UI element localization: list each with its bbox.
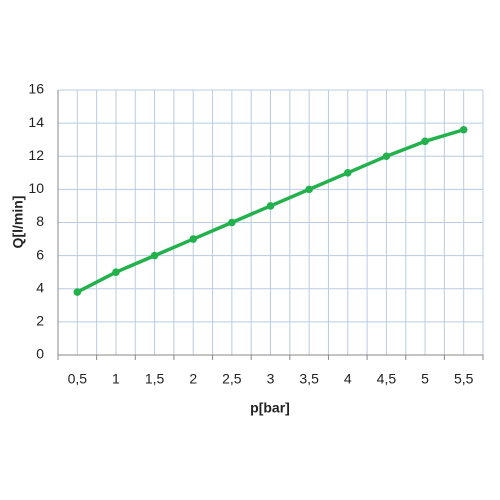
x-tick-label: 3 xyxy=(267,371,275,387)
marker xyxy=(421,137,429,146)
y-tick-label: 16 xyxy=(28,81,44,97)
y-tick-label: 14 xyxy=(28,114,44,130)
y-tick-label: 4 xyxy=(36,279,44,295)
x-tick-label: 2 xyxy=(189,371,197,387)
x-tick-label: 0,5 xyxy=(68,371,88,387)
y-tick-label: 2 xyxy=(36,313,44,329)
marker xyxy=(343,169,352,177)
marker xyxy=(305,185,313,194)
x-axis-title: p[bar] xyxy=(250,400,290,416)
marker xyxy=(459,125,468,134)
marker xyxy=(150,251,159,260)
y-tick-label: 12 xyxy=(28,147,44,163)
marker xyxy=(266,202,275,210)
marker xyxy=(112,268,120,276)
y-tick-label: 10 xyxy=(28,180,44,196)
x-tick-label: 5 xyxy=(421,371,429,387)
y-tick-label: 6 xyxy=(36,246,44,262)
marker xyxy=(228,218,236,227)
y-tick-label: 8 xyxy=(36,213,44,229)
x-tick-label: 1 xyxy=(112,371,120,387)
x-tick-label: 4,5 xyxy=(377,371,397,387)
x-tick-label: 5,5 xyxy=(454,371,474,387)
y-tick-label: 0 xyxy=(36,346,44,362)
x-tick-label: 2,5 xyxy=(222,371,242,387)
marker xyxy=(382,152,391,161)
x-tick-label: 1,5 xyxy=(145,371,165,387)
x-tick-label: 3,5 xyxy=(299,371,319,387)
x-tick-label: 4 xyxy=(344,371,352,387)
y-axis-title: Q[l/min] xyxy=(10,196,26,249)
marker xyxy=(189,235,198,243)
marker xyxy=(73,288,82,296)
